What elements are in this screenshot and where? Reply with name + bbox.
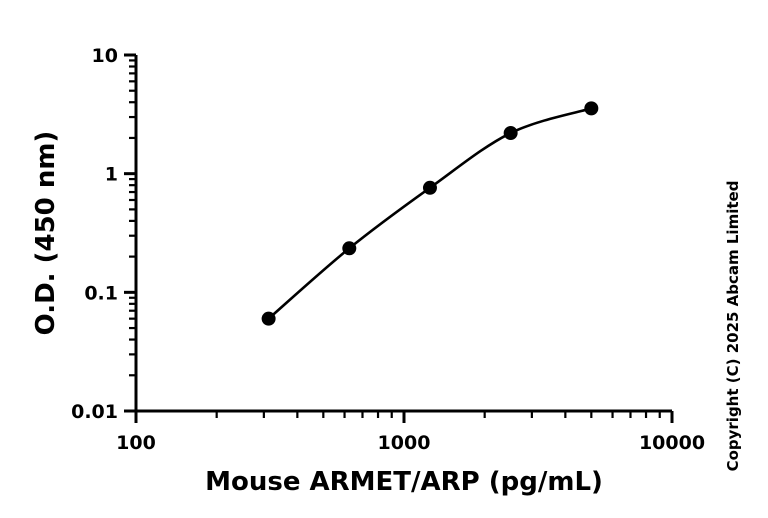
fit-curve	[267, 107, 592, 320]
x-tick-label: 1000	[378, 432, 431, 454]
y-tick-label: 10	[92, 45, 118, 67]
y-tick-labels: 0.01 0.1 1 10	[71, 45, 118, 423]
y-axis-title: O.D. (450 nm)	[31, 131, 61, 336]
x-tick-label: 100	[116, 432, 156, 454]
data-point	[261, 311, 276, 326]
copyright-text: Copyright (C) 2025 Abcam Limited	[724, 181, 742, 472]
data-points	[261, 101, 599, 326]
x-tick-label: 10000	[639, 432, 705, 454]
x-major-ticks	[134, 411, 674, 423]
data-point	[342, 241, 357, 256]
data-point	[584, 101, 599, 116]
y-tick-label: 0.1	[84, 282, 118, 304]
y-tick-label: 1	[105, 164, 118, 186]
y-major-ticks	[124, 53, 136, 413]
x-axis-title: Mouse ARMET/ARP (pg/mL)	[205, 467, 603, 497]
x-tick-labels: 100 1000 10000	[116, 432, 705, 454]
data-point	[503, 126, 518, 141]
data-point	[422, 180, 437, 195]
y-tick-label: 0.01	[71, 401, 118, 423]
